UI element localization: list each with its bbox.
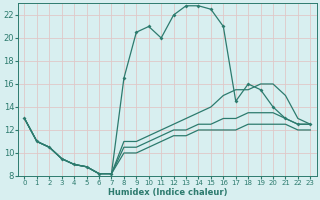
- X-axis label: Humidex (Indice chaleur): Humidex (Indice chaleur): [108, 188, 227, 197]
